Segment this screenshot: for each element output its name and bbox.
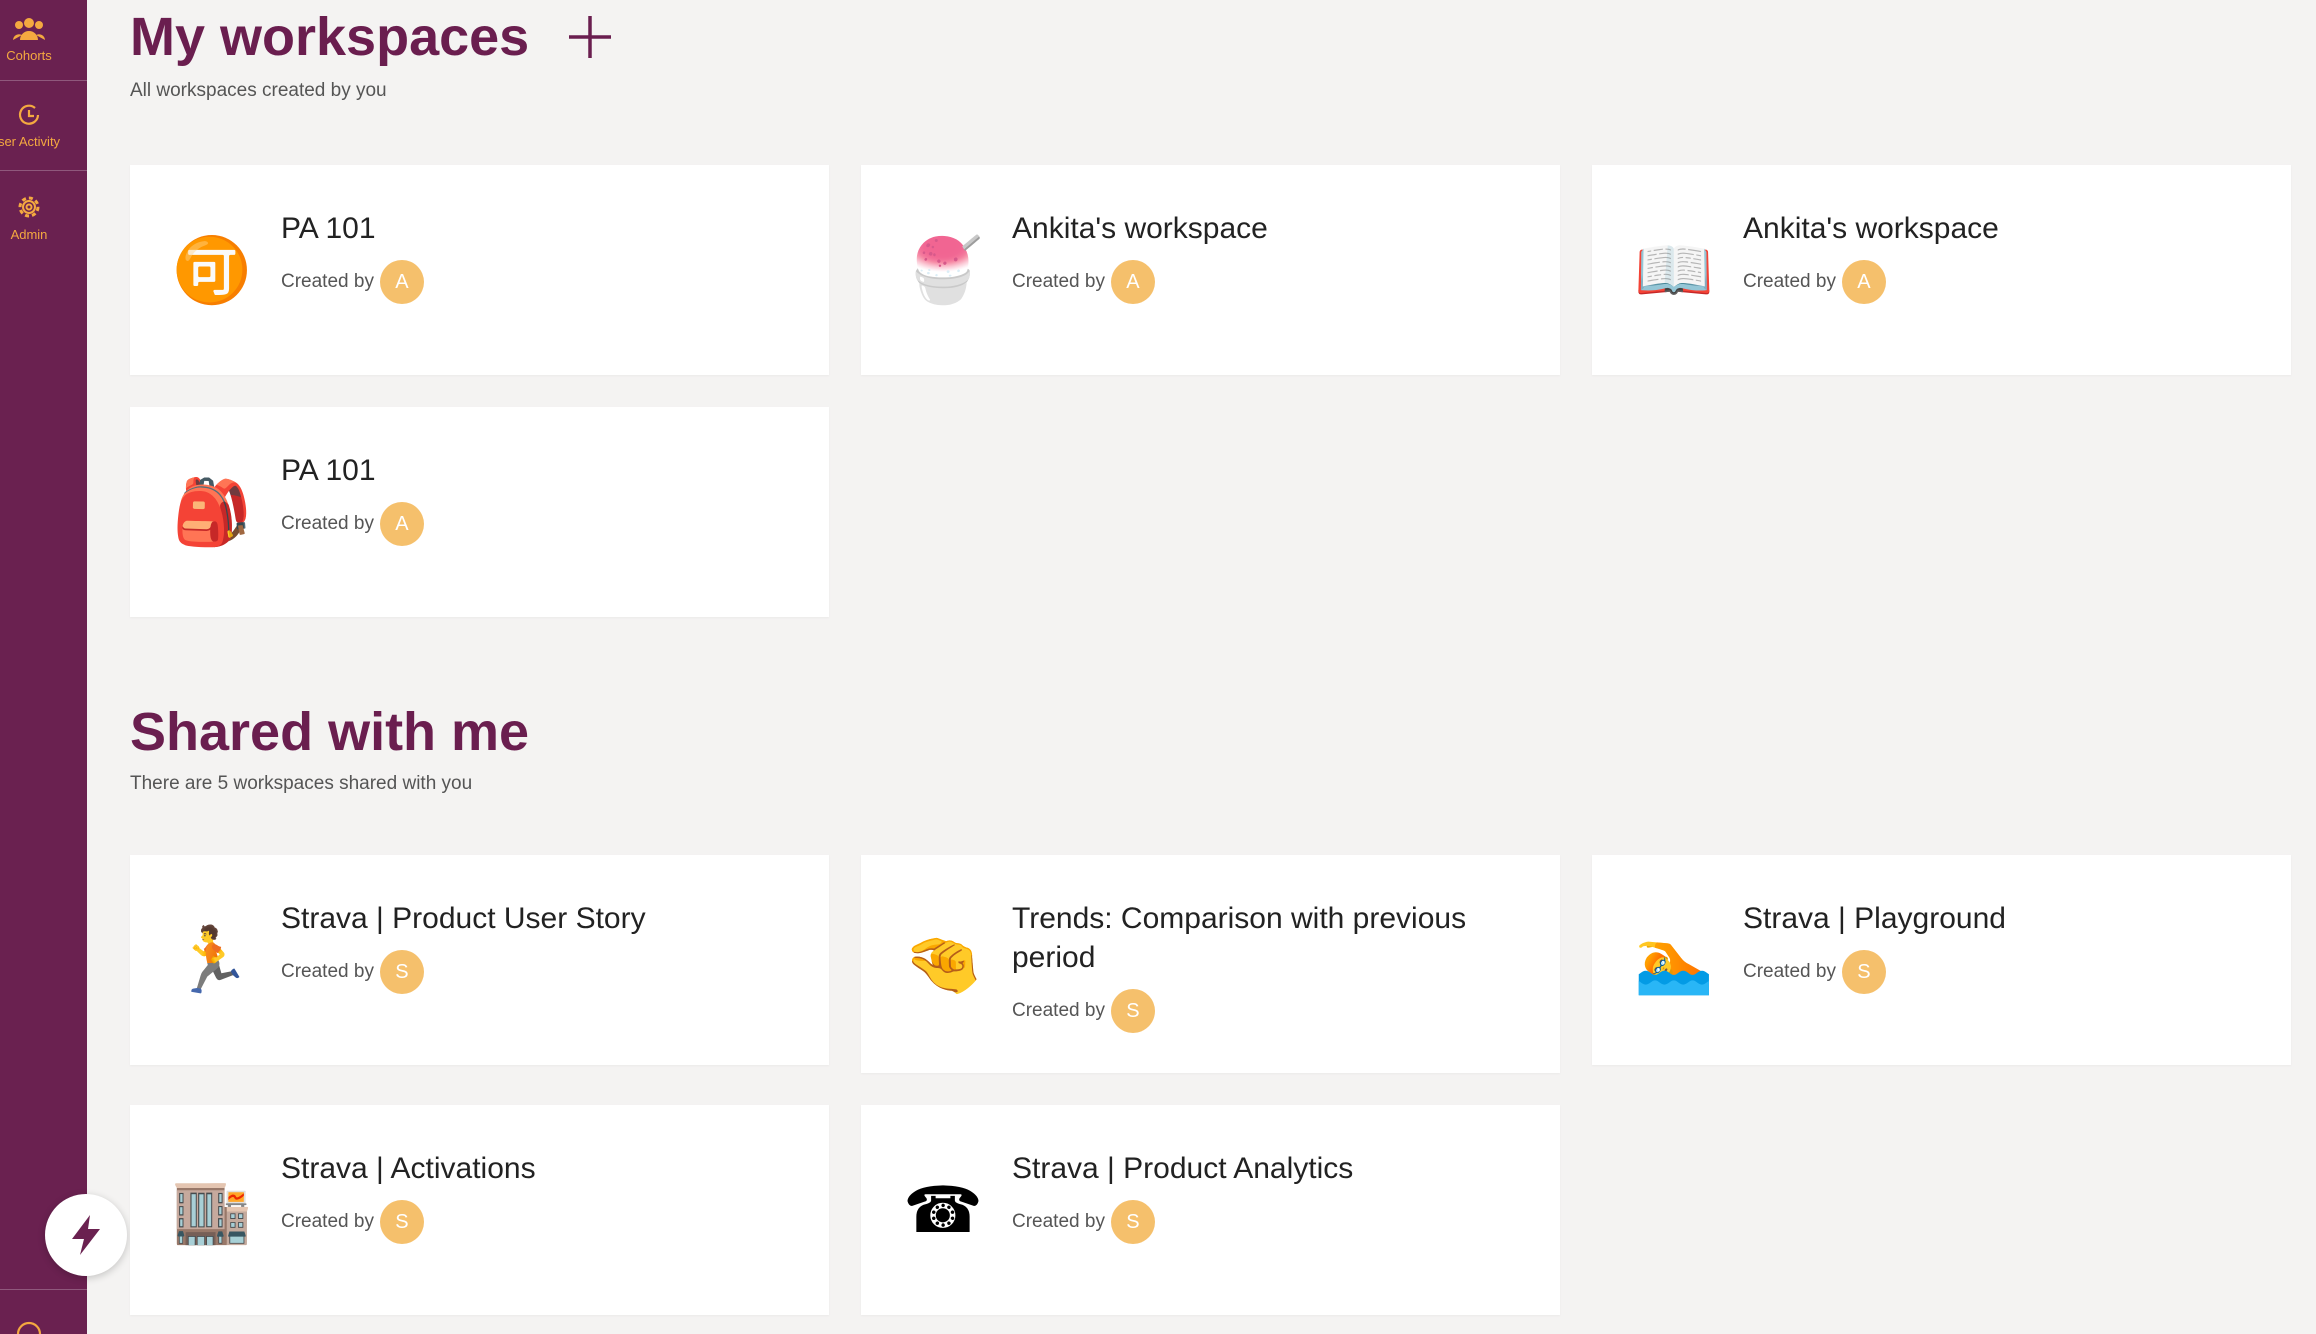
add-button[interactable] <box>567 14 613 60</box>
cohorts-icon <box>13 18 45 40</box>
divider <box>0 170 87 171</box>
section-subtitle: All workspaces created by you <box>130 80 387 101</box>
workspace-title: PA 101 <box>281 454 376 487</box>
workspace-icon: 🏊 <box>1634 924 1714 996</box>
created-by-row: Created by A <box>1743 260 2251 304</box>
workspace-card[interactable]: 🍧 Ankita's workspace Created by A <box>861 165 1560 375</box>
workspace-grid: 🉑 PA 101 Created by A 🍧 Ankita's workspace Cre… <box>130 165 2300 617</box>
bottom-icon <box>16 1321 42 1334</box>
created-by-label: Created by <box>1012 271 1105 292</box>
main: My workspaces All workspaces created by … <box>130 0 2300 1315</box>
created-by-row: Created by A <box>1012 260 1520 304</box>
workspace-card[interactable]: 🤏 Trends: Comparison with previous period… <box>861 855 1560 1073</box>
section-subtitle: There are 5 workspaces shared with you <box>130 773 473 794</box>
workspace-title: Ankita's workspace <box>1012 212 1268 245</box>
creator-avatar: S <box>1841 950 1886 994</box>
workspace-card[interactable]: 🏃 Strava | Product User Story Created by S <box>130 855 829 1065</box>
workspace-title: Ankita's workspace <box>1743 212 1999 245</box>
created-by-label: Created by <box>281 271 374 292</box>
admin-icon <box>18 196 40 218</box>
divider <box>0 1289 87 1290</box>
creator-avatar: S <box>379 950 424 994</box>
activity-icon <box>18 104 40 125</box>
nav-cohorts[interactable]: Cohorts <box>0 16 58 63</box>
workspace-icon: 🍧 <box>903 234 983 306</box>
created-by-row: Created by A <box>281 260 789 304</box>
workspace-card[interactable]: 🎒 PA 101 Created by A <box>130 407 829 617</box>
workspace-icon: 🉑 <box>172 234 252 306</box>
created-by-label: Created by <box>1743 271 1836 292</box>
nav-label: Cohorts <box>6 48 52 63</box>
section-title: My workspaces <box>130 7 530 67</box>
workspace-grid: 🏃 Strava | Product User Story Created by S 🤏… <box>130 855 2300 1315</box>
creator-avatar: A <box>1110 260 1155 304</box>
workspace-title: Strava | Product User Story <box>281 902 646 935</box>
workspace-card[interactable]: 🉑 PA 101 Created by A <box>130 165 829 375</box>
nav-activity[interactable]: ser Activity <box>0 102 68 149</box>
divider <box>0 80 87 81</box>
creator-avatar: A <box>379 260 424 304</box>
quick-action-button[interactable] <box>45 1194 127 1276</box>
workspace-title: Strava | Product Analytics <box>1012 1152 1354 1185</box>
nav-label: Admin <box>10 227 48 242</box>
created-by-label: Created by <box>281 961 374 982</box>
created-by-row: Created by S <box>1012 989 1520 1033</box>
workspace-icon: 🎒 <box>172 476 252 548</box>
created-by-label: Created by <box>1012 1211 1105 1232</box>
creator-avatar: S <box>379 1200 424 1244</box>
created-by-row: Created by S <box>1743 950 2251 994</box>
workspace-title: Trends: Comparison with previous period <box>1012 902 1467 974</box>
creator-avatar: S <box>1110 1200 1155 1244</box>
creator-avatar: S <box>1110 989 1155 1033</box>
workspace-card[interactable]: 🏬 Strava | Activations Created by S <box>130 1105 829 1315</box>
workspace-icon: ☎ <box>903 1174 983 1246</box>
workspace-card[interactable]: 📖 Ankita's workspace Created by A <box>1592 165 2291 375</box>
created-by-label: Created by <box>281 513 374 534</box>
created-by-row: Created by A <box>281 502 789 546</box>
created-by-label: Created by <box>1012 1000 1105 1021</box>
creator-avatar: A <box>1841 260 1886 304</box>
created-by-row: Created by S <box>281 950 789 994</box>
sidebar: Cohorts ser Activity Admin <box>0 0 87 1334</box>
workspace-title: PA 101 <box>281 212 376 245</box>
nav-label: ser Activity <box>0 134 61 149</box>
workspace-card[interactable]: ☎ Strava | Product Analytics Created by S <box>861 1105 1560 1315</box>
created-by-row: Created by S <box>1012 1200 1520 1244</box>
created-by-label: Created by <box>281 1211 374 1232</box>
creator-avatar: A <box>379 502 424 546</box>
workspace-card[interactable]: 🏊 Strava | Playground Created by S <box>1592 855 2291 1065</box>
created-by-row: Created by S <box>281 1200 789 1244</box>
created-by-label: Created by <box>1743 961 1836 982</box>
workspace-title: Strava | Activations <box>281 1152 536 1185</box>
nav-admin[interactable]: Admin <box>0 193 58 242</box>
section-title: Shared with me <box>130 702 530 762</box>
bolt-icon <box>72 1215 100 1255</box>
workspace-icon: 🏃 <box>172 924 252 996</box>
header: My workspaces <box>130 10 2300 64</box>
workspace-title: Strava | Playground <box>1743 902 2006 935</box>
workspace-icon: 🏬 <box>172 1174 252 1246</box>
workspace-icon: 📖 <box>1634 234 1714 306</box>
workspace-icon: 🤏 <box>903 928 983 1000</box>
